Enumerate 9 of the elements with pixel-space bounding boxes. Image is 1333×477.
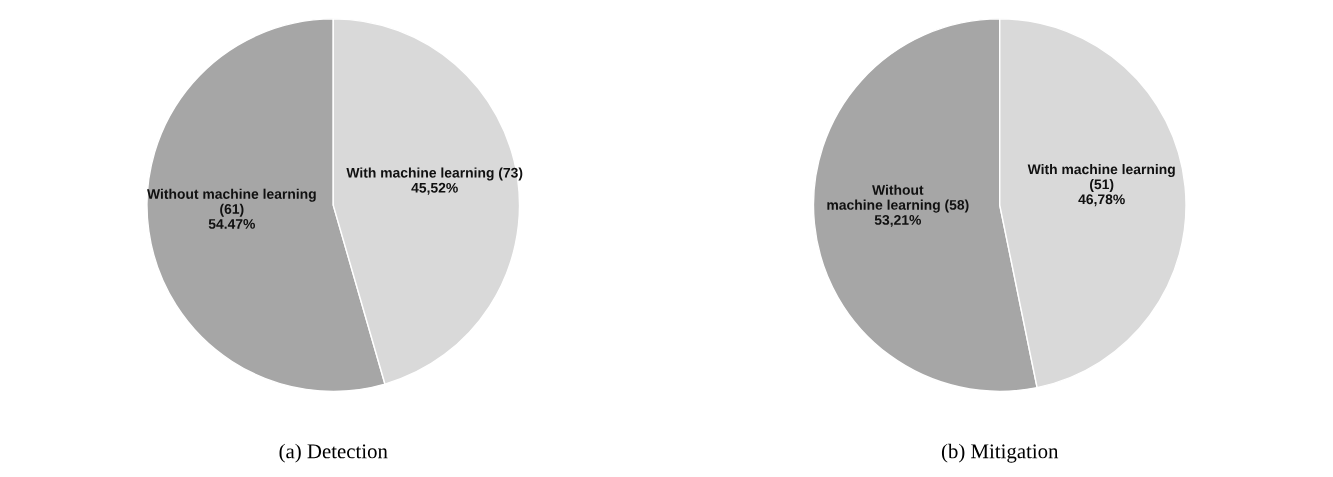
slice-label: Without machine learning (58) xyxy=(827,184,969,213)
data-label: 46,78% xyxy=(1078,194,1125,207)
data-label: 53,21% xyxy=(874,215,922,227)
data-label: 54.47% xyxy=(208,219,256,229)
data-label: 45,52% xyxy=(411,182,458,195)
text: (b) Mitigation xyxy=(941,443,1059,463)
slice-label: With machine learning (51) xyxy=(1027,164,1175,192)
text: (a) Detection xyxy=(279,443,388,463)
slice-label: With machine learning (73) xyxy=(346,167,523,181)
